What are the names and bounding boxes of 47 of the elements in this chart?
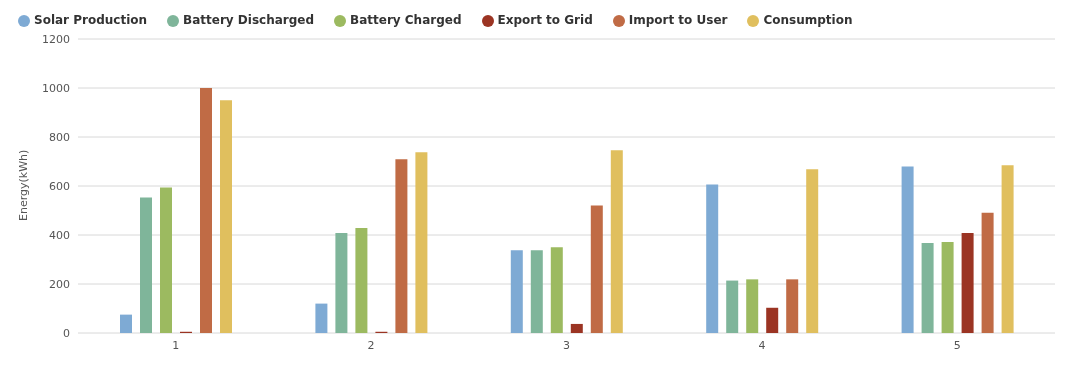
bar bbox=[415, 152, 428, 333]
bar bbox=[220, 100, 232, 333]
legend-label: Export to Grid bbox=[497, 13, 593, 27]
bar bbox=[550, 247, 563, 333]
bar bbox=[510, 250, 523, 333]
legend-label: Consumption bbox=[763, 13, 853, 27]
bar bbox=[200, 88, 212, 333]
bar bbox=[726, 280, 739, 333]
bar bbox=[941, 242, 954, 333]
x-tick-label: 3 bbox=[563, 338, 570, 352]
bar bbox=[395, 159, 408, 333]
bar bbox=[921, 243, 934, 333]
bar bbox=[610, 150, 623, 333]
legend-label: Battery Charged bbox=[350, 13, 462, 27]
bar bbox=[570, 323, 583, 333]
y-tick-label: 400 bbox=[49, 228, 70, 242]
y-tick-label: 200 bbox=[49, 277, 70, 291]
bar bbox=[160, 187, 172, 333]
y-tick-label: 0 bbox=[63, 326, 70, 340]
bar bbox=[961, 233, 974, 333]
bar bbox=[140, 197, 152, 333]
x-tick-label: 4 bbox=[758, 338, 766, 352]
bar bbox=[1001, 165, 1014, 333]
bar bbox=[901, 166, 914, 333]
bar bbox=[706, 184, 719, 333]
bar bbox=[786, 279, 799, 333]
x-tick-label: 5 bbox=[953, 338, 961, 352]
legend-label: Import to User bbox=[628, 13, 728, 27]
bar bbox=[120, 314, 132, 333]
y-tick-label: 1200 bbox=[42, 32, 70, 46]
bar bbox=[315, 303, 328, 333]
y-tick-label: 600 bbox=[49, 179, 70, 193]
bar bbox=[590, 205, 603, 333]
y-tick-label: 800 bbox=[49, 130, 70, 144]
y-axis-title: Energy(kWh) bbox=[16, 149, 30, 221]
bar bbox=[806, 169, 819, 333]
bar bbox=[355, 227, 368, 333]
x-tick-label: 1 bbox=[172, 338, 180, 352]
legend-label: Solar Production bbox=[34, 13, 148, 27]
bar bbox=[766, 307, 779, 333]
legend-label: Battery Discharged bbox=[183, 13, 315, 27]
bar bbox=[530, 250, 543, 333]
bar bbox=[746, 279, 759, 333]
bar bbox=[981, 212, 994, 333]
y-tick-label: 1000 bbox=[42, 81, 70, 95]
bar bbox=[335, 233, 348, 333]
x-tick-label: 2 bbox=[367, 338, 375, 352]
